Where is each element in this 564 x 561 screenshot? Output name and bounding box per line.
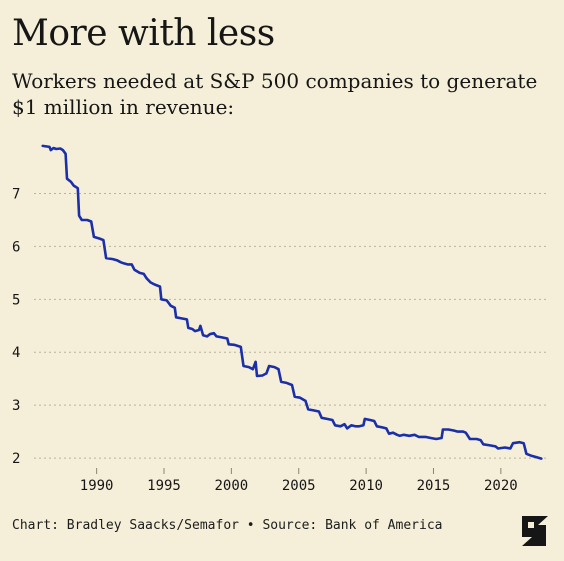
series-line-0 bbox=[41, 144, 543, 460]
line-chart: 2 3 4 5 6 7 1990 1995 2000 2005 2010 2015 2020 bbox=[12, 144, 548, 494]
x-tick-label: 2010 bbox=[349, 478, 383, 494]
chart-title: More with less bbox=[12, 13, 275, 54]
x-tick-label: 1995 bbox=[147, 478, 181, 494]
x-tick-label: 1990 bbox=[80, 478, 114, 494]
chart-subtitle: Workers needed at S&P 500 companies to g… bbox=[12, 69, 538, 119]
y-axis-ticks: 2 3 4 5 6 7 bbox=[12, 186, 20, 467]
y-tick-label: 7 bbox=[12, 186, 20, 202]
grid-lines bbox=[34, 192, 548, 459]
x-tick-label: 2015 bbox=[417, 478, 451, 494]
y-tick-label: 4 bbox=[12, 345, 20, 361]
y-tick-label: 3 bbox=[12, 398, 20, 414]
x-tick-label: 2020 bbox=[484, 478, 518, 494]
y-tick-label: 2 bbox=[12, 451, 20, 467]
x-axis-ticks: 1990 1995 2000 2005 2010 2015 2020 bbox=[80, 468, 518, 494]
y-tick-label: 6 bbox=[12, 239, 20, 255]
source-credit: Chart: Bradley Saacks/Semafor • Source: … bbox=[12, 518, 443, 533]
x-tick-label: 2005 bbox=[282, 478, 316, 494]
x-tick-label: 2000 bbox=[215, 478, 249, 494]
series-layer bbox=[41, 144, 543, 460]
semafor-logo-icon bbox=[516, 512, 554, 550]
y-tick-label: 5 bbox=[12, 292, 20, 308]
